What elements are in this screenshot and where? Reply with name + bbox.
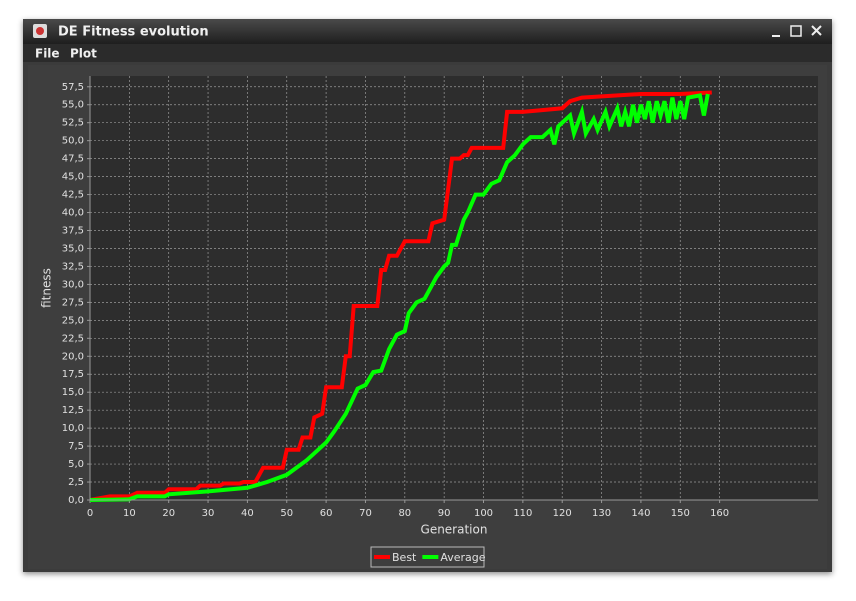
maximize-button[interactable] [790,25,802,37]
x-tick-label: 90 [438,508,451,519]
y-tick-label: 2,5 [68,477,84,488]
app-icon [33,24,47,38]
x-tick-label: 60 [320,508,333,519]
y-tick-label: 20,0 [62,351,84,362]
y-tick-label: 12,5 [62,405,84,416]
x-tick-label: 80 [398,508,411,519]
y-tick-label: 35,0 [62,243,84,254]
y-tick-label: 50,0 [62,136,84,147]
y-tick-label: 17,5 [62,369,84,380]
y-tick-label: 22,5 [62,333,84,344]
x-tick-label: 40 [241,508,254,519]
x-tick-label: 50 [280,508,293,519]
y-tick-label: 0,0 [68,495,84,506]
x-tick-label: 140 [631,508,650,519]
menu-item[interactable]: Plot [70,47,97,61]
close-button[interactable] [811,25,822,36]
legend-label: Best [392,551,417,564]
y-tick-label: 42,5 [62,190,84,201]
x-tick-label: 20 [162,508,175,519]
y-tick-label: 52,5 [62,118,84,129]
y-tick-label: 27,5 [62,297,84,308]
series-line [89,93,710,502]
y-tick-label: 30,0 [62,279,84,290]
menu-item[interactable]: File [35,47,60,61]
series-lines [89,90,712,502]
y-tick-label: 45,0 [62,172,84,183]
y-tick-label: 55,0 [62,100,84,111]
legend-label: Average [440,551,485,564]
x-tick-label: 100 [474,508,493,519]
y-tick-label: 7,5 [68,441,84,452]
x-tick-label: 130 [592,508,611,519]
menu-bar [23,44,832,62]
y-tick-label: 47,5 [62,154,84,165]
y-tick-label: 32,5 [62,261,84,272]
x-tick-label: 120 [553,508,572,519]
y-tick-label: 5,0 [68,459,84,470]
x-tick-label: 70 [359,508,372,519]
x-tick-label: 10 [123,508,136,519]
title-bar [23,19,832,44]
y-tick-label: 40,0 [62,208,84,219]
y-tick-label: 37,5 [62,226,84,237]
grid [87,76,818,503]
x-tick-label: 0 [87,508,93,519]
y-axis-label: fitness [40,268,54,308]
y-tick-label: 25,0 [62,315,84,326]
y-tick-label: 15,0 [62,387,84,398]
x-tick-label: 150 [671,508,690,519]
y-tick-label: 10,0 [62,423,84,434]
series-line [89,90,712,502]
x-axis-label: Generation [421,523,488,537]
window-title: DE Fitness evolution [58,25,209,40]
y-tick-label: 57,5 [62,82,84,93]
plot-area [90,76,818,500]
x-tick-label: 160 [710,508,729,519]
x-tick-label: 30 [202,508,215,519]
x-tick-label: 110 [513,508,532,519]
